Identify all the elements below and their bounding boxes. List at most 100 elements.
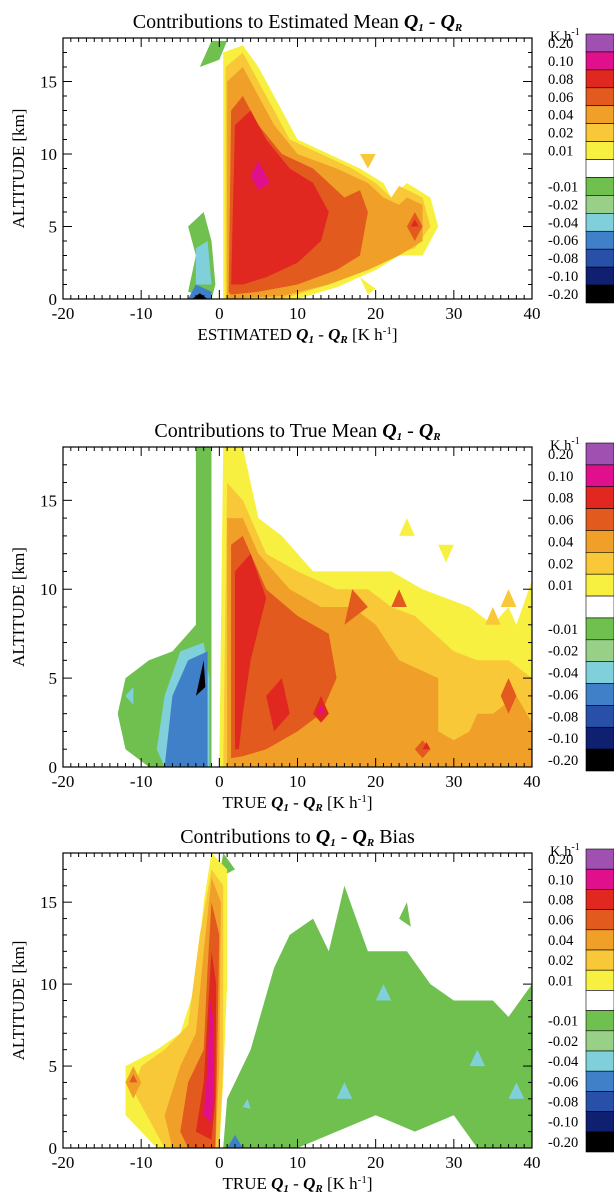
- x-tick-label: 0: [215, 772, 224, 791]
- chart-title: Contributions to Q1 - QR Bias: [180, 826, 415, 849]
- chart-panel-2: -20 -10 0 10 20 30 40 0 5 10 15 Contributions to Tr…: [9, 420, 614, 814]
- x-tick-label: 10: [289, 1153, 306, 1172]
- colorbar-label: -0.10: [548, 269, 578, 285]
- x-axis-label-text: TRUE: [222, 793, 271, 812]
- y-axis-label: ALTITUDE [km]: [9, 941, 28, 1061]
- chart-title-q1-sub: 1: [418, 22, 424, 34]
- colorbar-label: 0.20: [548, 36, 573, 52]
- colorbar-label: -0.20: [548, 287, 578, 303]
- colorbar-label: -0.04: [548, 666, 579, 682]
- x-axis-label-q1: Q: [296, 325, 308, 344]
- x-tick-label: -20: [52, 772, 75, 791]
- contour-0.08-region: [231, 110, 329, 285]
- x-tick-label: -20: [52, 1153, 75, 1172]
- x-tick-label: 30: [445, 1153, 462, 1172]
- x-axis-label-sup: -1: [383, 325, 392, 337]
- contour--0.01-region: [223, 885, 532, 1148]
- colorbar-swatch--0.01: [585, 177, 614, 196]
- y-axis-label: ALTITUDE [km]: [9, 109, 28, 229]
- chart-title-minus: -: [402, 420, 419, 442]
- colorbar-swatch-0.06: [585, 508, 614, 531]
- colorbar-label: 0.01: [548, 973, 573, 989]
- colorbar-swatch-0.10: [585, 868, 614, 890]
- x-axis-label-q1-sub: 1: [308, 334, 314, 346]
- contour-0.06-region: [344, 589, 368, 625]
- contour-0.06-region: [391, 589, 407, 607]
- contour--0.04-region: [125, 687, 134, 705]
- colorbar-swatch--0.08: [585, 1091, 614, 1112]
- colorbar-label: 0.01: [548, 578, 573, 594]
- contour-field: [188, 40, 439, 299]
- contour-field: [117, 447, 532, 767]
- contour-0.08-region: [266, 678, 290, 732]
- colorbar-swatch--0.20: [585, 1131, 614, 1153]
- chart-title-q1-sub: 1: [330, 837, 336, 849]
- contour--0.01-region: [399, 902, 411, 927]
- colorbar-swatch--0.10: [585, 266, 614, 286]
- colorbar-legend: K h-10.20 0.10 0.08 0.06 0.04 0.02 0.01 -0.01 -0…: [548, 842, 614, 1153]
- contour--0.06-region: [164, 651, 208, 767]
- chart-title-minus: -: [336, 826, 353, 848]
- x-axis-label-qr-sub: R: [339, 334, 347, 346]
- x-axis-label-post: [K h: [348, 325, 383, 344]
- colorbar-unit-text: K h: [550, 438, 572, 454]
- x-axis-label-end: ]: [392, 325, 398, 344]
- colorbar-label: -0.06: [548, 687, 578, 703]
- colorbar-swatch-0.01: [585, 969, 614, 991]
- colorbar-swatch-0.02: [585, 949, 614, 971]
- colorbar-label: -0.02: [548, 1034, 578, 1050]
- colorbar-swatch-0.04: [585, 929, 614, 951]
- colorbar-unit: K h-1: [550, 27, 580, 45]
- contour--0.04-region: [469, 1049, 486, 1067]
- x-axis-label-qr: Q: [303, 793, 315, 812]
- contour--0.04-region: [375, 984, 392, 1001]
- colorbar-swatch-0.20: [585, 442, 614, 466]
- colorbar-swatch-0.10: [585, 51, 614, 71]
- chart-title-qr-sub: R: [454, 22, 462, 34]
- colorbar-label: 0.04: [548, 534, 574, 550]
- contour-0.08-region: [422, 742, 431, 750]
- contour-0.06-region: [129, 1074, 138, 1083]
- x-axis-label-q1-sub: 1: [283, 802, 289, 814]
- colorbar-legend: K h-10.20 0.10 0.08 0.06 0.04 0.02 0.01 -0.01 -0…: [548, 436, 614, 772]
- x-tick-label: 20: [367, 1153, 384, 1172]
- x-axis-label-q1: Q: [271, 1174, 283, 1193]
- x-tick-label: 30: [445, 304, 462, 323]
- x-axis-label-sup: -1: [358, 1174, 367, 1186]
- contour-0.01-region: [438, 544, 454, 563]
- x-tick-label: 40: [524, 304, 541, 323]
- contour--0.04-region: [195, 241, 212, 285]
- colorbar-label: -0.08: [548, 251, 578, 267]
- colorbar-label: -0.10: [548, 731, 578, 747]
- x-axis-label-end: ]: [367, 793, 373, 812]
- colorbar-swatch-0.08: [585, 486, 614, 509]
- contour--0.04-region: [336, 1082, 353, 1099]
- x-tick-label: 10: [289, 304, 306, 323]
- x-axis-label: TRUE Q1 - QR [K h-1]: [222, 793, 372, 814]
- x-tick-label: -10: [130, 304, 153, 323]
- y-tick-label: 0: [49, 1139, 58, 1158]
- contour--0.04-region: [242, 1098, 251, 1109]
- x-tick-label: -10: [130, 1153, 153, 1172]
- x-axis-label-qr-sub: R: [314, 802, 322, 814]
- colorbar-label: 0.04: [548, 108, 574, 124]
- x-tick-label: 40: [524, 772, 541, 791]
- y-tick-label: 10: [40, 145, 57, 164]
- colorbar-swatch-0.08: [585, 69, 614, 89]
- x-axis-label-text: ESTIMATED: [197, 325, 296, 344]
- colorbar-label: 0.08: [548, 491, 573, 507]
- contour-0.10-region: [250, 161, 271, 191]
- contour-0.10-region: [317, 704, 325, 714]
- colorbar-label: 0.04: [548, 933, 574, 949]
- colorbar-label: -0.01: [548, 179, 578, 195]
- colorbar-label: -0.01: [548, 1014, 578, 1030]
- colorbar-swatch--0.20: [585, 748, 614, 772]
- chart-title-post: Bias: [374, 826, 415, 848]
- chart-panel-1: -20 -10 0 10 20 30 40 0 5 10 15 Contributions to Es…: [9, 11, 614, 346]
- chart-title-minus: -: [424, 11, 441, 33]
- contour--0.06-region: [188, 284, 212, 299]
- x-axis-label-post: [K h: [323, 793, 358, 812]
- x-tick-label: 20: [367, 304, 384, 323]
- contour-0.04-region: [125, 1066, 142, 1099]
- contour--0.04-region: [508, 1082, 525, 1099]
